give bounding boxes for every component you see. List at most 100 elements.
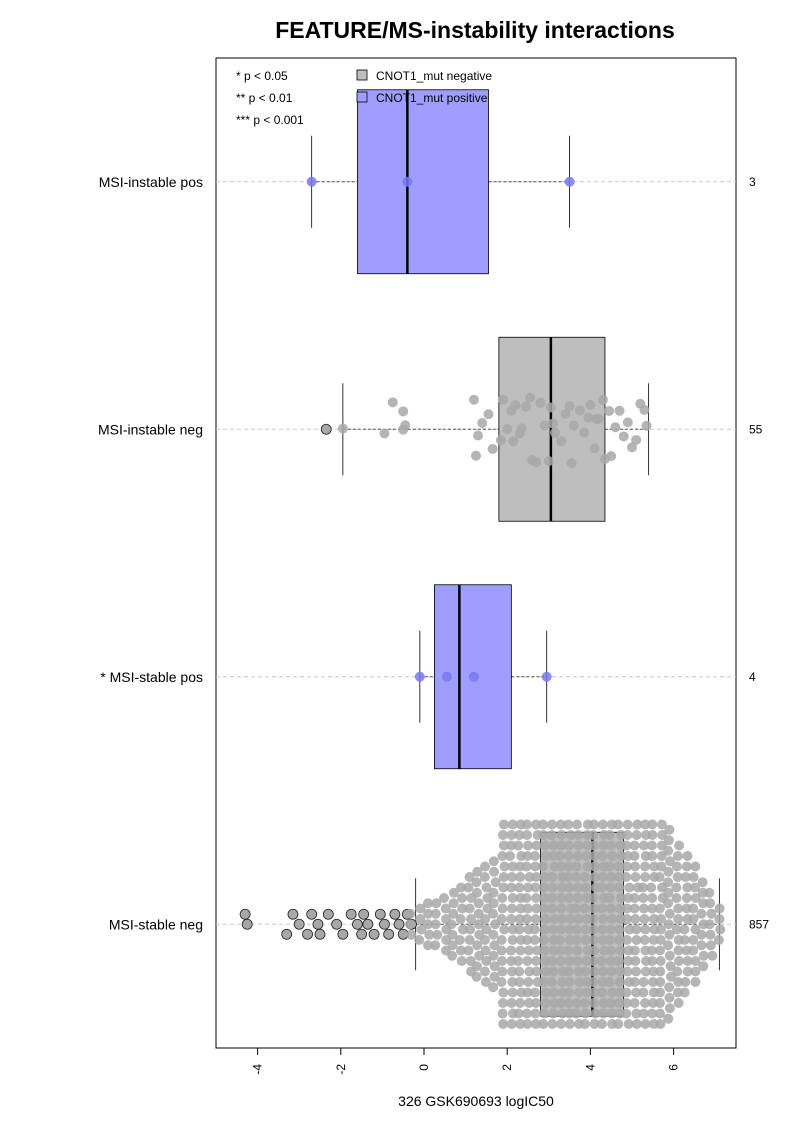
point-3-429 bbox=[640, 872, 651, 882]
point-3-534 bbox=[688, 872, 699, 882]
point-3-361 bbox=[605, 998, 616, 1008]
point-1-39 bbox=[589, 443, 600, 454]
point-3-506 bbox=[672, 872, 683, 882]
point-3-289 bbox=[579, 872, 590, 882]
point-1-28 bbox=[547, 418, 558, 429]
point-3-395 bbox=[621, 935, 632, 945]
point-3-45 bbox=[463, 945, 474, 956]
point-3-200 bbox=[541, 987, 552, 998]
x-tick-label-5: 6 bbox=[667, 1064, 681, 1071]
point-3-249 bbox=[563, 872, 574, 882]
point-3-298 bbox=[580, 966, 591, 977]
point-3-403 bbox=[623, 1019, 634, 1029]
point-3-224 bbox=[555, 819, 566, 830]
point-3-23 bbox=[448, 887, 459, 898]
point-3-327 bbox=[597, 851, 608, 861]
point-3-133 bbox=[514, 914, 525, 924]
point-1-3 bbox=[398, 406, 409, 417]
point-3-13 bbox=[430, 908, 441, 919]
point-3-26 bbox=[446, 919, 457, 930]
point-3-258 bbox=[563, 966, 574, 977]
outlier-3-10 bbox=[331, 918, 343, 930]
point-3-381 bbox=[614, 998, 625, 1008]
point-3-515 bbox=[672, 966, 683, 977]
point-3-367 bbox=[615, 851, 626, 861]
point-3-8 bbox=[423, 908, 434, 919]
point-3-306 bbox=[588, 840, 599, 851]
point-3-385 bbox=[622, 830, 633, 840]
point-3-469 bbox=[654, 872, 665, 882]
point-3-136 bbox=[515, 945, 526, 956]
point-3-189 bbox=[539, 872, 550, 882]
point-3-10 bbox=[424, 929, 435, 940]
point-3-209 bbox=[547, 872, 558, 882]
point-3-18 bbox=[440, 903, 451, 914]
point-3-543 bbox=[690, 966, 701, 977]
point-3-462 bbox=[647, 1008, 658, 1019]
point-3-257 bbox=[564, 956, 575, 966]
point-3-230 bbox=[557, 882, 568, 893]
point-0-2 bbox=[564, 176, 575, 187]
point-3-119 bbox=[507, 977, 518, 987]
point-3-105 bbox=[506, 830, 517, 840]
point-3-326 bbox=[598, 840, 609, 851]
point-3-35 bbox=[454, 935, 465, 945]
point-3-323 bbox=[589, 1019, 600, 1029]
point-3-440 bbox=[638, 987, 649, 998]
point-3-401 bbox=[621, 998, 632, 1008]
point-3-129 bbox=[515, 872, 526, 882]
point-3-244 bbox=[563, 819, 574, 830]
point-3-147 bbox=[522, 851, 533, 861]
point-3-358 bbox=[606, 966, 617, 977]
point-3-269 bbox=[571, 872, 582, 882]
point-3-435 bbox=[639, 935, 650, 945]
point-3-554 bbox=[704, 887, 715, 898]
point-3-555 bbox=[705, 898, 716, 909]
point-3-375 bbox=[614, 935, 625, 945]
point-3-184 bbox=[538, 819, 549, 830]
point-3-103 bbox=[498, 1019, 509, 1029]
point-3-104 bbox=[507, 819, 518, 830]
point-3-211 bbox=[547, 893, 558, 903]
point-3-526 bbox=[679, 924, 690, 935]
point-3-28 bbox=[447, 940, 458, 951]
point-3-476 bbox=[654, 945, 665, 956]
point-3-112 bbox=[506, 903, 517, 914]
point-3-190 bbox=[538, 882, 549, 893]
point-3-93 bbox=[496, 914, 507, 924]
point-3-434 bbox=[640, 924, 651, 935]
point-3-38 bbox=[464, 872, 475, 882]
point-3-357 bbox=[606, 956, 617, 966]
point-1-19 bbox=[516, 423, 527, 434]
point-0-0 bbox=[306, 176, 317, 187]
point-3-468 bbox=[656, 861, 667, 872]
point-3-180 bbox=[530, 987, 541, 998]
point-3-280 bbox=[574, 987, 585, 998]
point-3-256 bbox=[563, 945, 574, 956]
point-3-25 bbox=[448, 908, 459, 919]
point-3-491 bbox=[663, 898, 674, 909]
point-3-450 bbox=[646, 882, 657, 893]
point-3-171 bbox=[530, 893, 541, 903]
point-3-316 bbox=[588, 945, 599, 956]
point-3-169 bbox=[531, 872, 542, 882]
point-3-461 bbox=[648, 998, 659, 1008]
point-3-508 bbox=[671, 893, 682, 903]
point-3-424 bbox=[640, 819, 651, 830]
point-3-213 bbox=[549, 914, 560, 924]
point-3-544 bbox=[690, 977, 701, 987]
point-3-16 bbox=[430, 940, 441, 951]
point-3-194 bbox=[539, 924, 550, 935]
point-0-1 bbox=[402, 176, 413, 187]
point-3-308 bbox=[589, 861, 600, 872]
point-3-94 bbox=[499, 924, 510, 935]
point-3-34 bbox=[457, 924, 468, 935]
point-3-489 bbox=[663, 877, 674, 888]
point-3-545 bbox=[697, 877, 708, 888]
point-3-453 bbox=[648, 914, 659, 924]
point-1-20 bbox=[520, 401, 531, 412]
point-3-120 bbox=[507, 987, 518, 998]
point-3-301 bbox=[579, 998, 590, 1008]
point-3-267 bbox=[572, 851, 583, 861]
point-3-362 bbox=[606, 1008, 617, 1019]
